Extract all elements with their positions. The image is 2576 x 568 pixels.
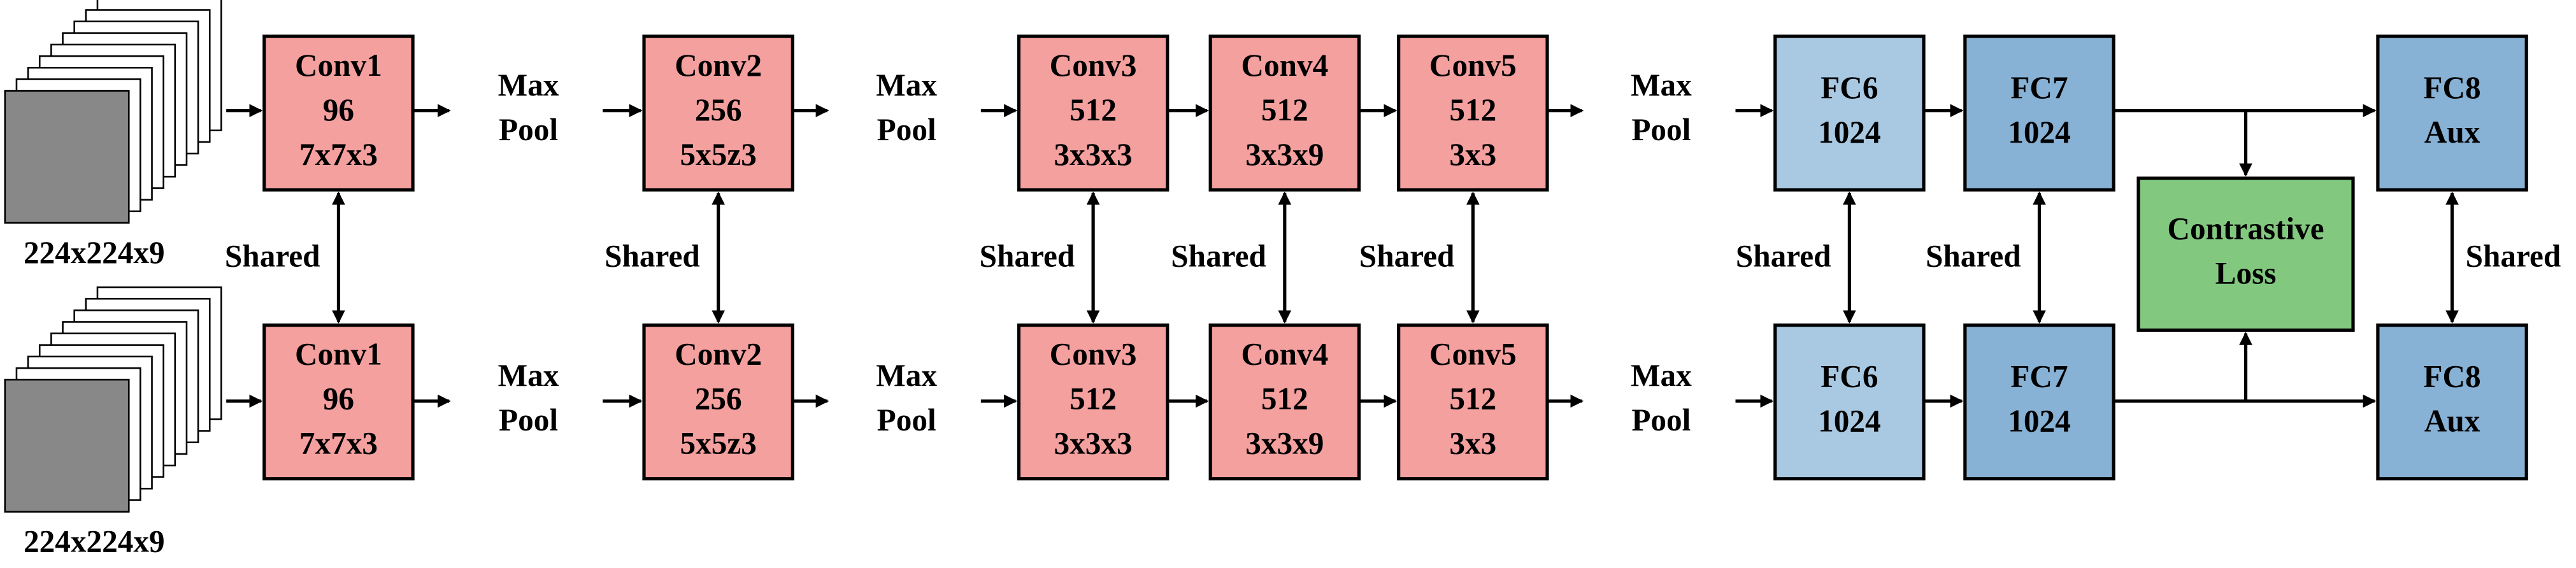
- shared-label: Shared: [1359, 238, 1455, 273]
- shared-label: Shared: [2466, 238, 2561, 273]
- layer-label: 1024: [1818, 404, 1880, 439]
- layer-label: Conv4: [1241, 48, 1328, 83]
- layer-label: Aux: [2424, 115, 2480, 150]
- layer-label: Max: [1631, 67, 1692, 103]
- loss-label: Contrastive: [2167, 211, 2324, 246]
- layer-label: FC6: [1821, 359, 1878, 394]
- layer-box: [1963, 323, 2115, 481]
- layer-label: 512: [1261, 381, 1308, 416]
- loss-box: [2136, 176, 2355, 332]
- layer-box: [262, 34, 415, 192]
- layer-label: 96: [323, 92, 354, 127]
- shared-label: Shared: [1926, 238, 2021, 273]
- layer-label: 1024: [2008, 115, 2071, 150]
- layer-label: 3x3x3: [1054, 426, 1133, 461]
- layer-box: [1773, 323, 1926, 481]
- layer-label: 5x5z3: [680, 137, 756, 172]
- layer-box: [1208, 34, 1361, 192]
- loss-label: Loss: [2215, 256, 2277, 291]
- layer-label: FC6: [1821, 70, 1878, 105]
- layer-label: Max: [1631, 358, 1692, 393]
- layer-label: 3x3: [1449, 426, 1496, 461]
- layer-box: [642, 34, 794, 192]
- layer-label: 1024: [1818, 115, 1880, 150]
- shared-label: Shared: [1171, 238, 1266, 273]
- layer-box: [1017, 34, 1170, 192]
- input-image: [4, 90, 130, 224]
- layer-label: FC7: [2010, 359, 2068, 394]
- layer-label: Pool: [877, 402, 936, 437]
- layer-box: [1208, 323, 1361, 481]
- input-label: 224x224x9: [24, 524, 165, 559]
- layer-label: FC8: [2423, 70, 2480, 105]
- layer-label: 512: [1261, 92, 1308, 127]
- layer-label: Conv3: [1050, 337, 1137, 372]
- layer-label: 256: [695, 92, 742, 127]
- shared-label: Shared: [605, 238, 700, 273]
- layer-label: 3x3x9: [1245, 426, 1324, 461]
- layer-label: 7x7x3: [299, 137, 378, 172]
- layer-box: [1773, 34, 1926, 192]
- layer-label: 3x3x9: [1245, 137, 1324, 172]
- layer-label: 512: [1449, 92, 1496, 127]
- layer-label: 96: [323, 381, 354, 416]
- layer-label: FC7: [2010, 70, 2068, 105]
- layer-box: [1397, 34, 1549, 192]
- layer-label: Conv2: [675, 337, 762, 372]
- shared-label: Shared: [980, 238, 1075, 273]
- layer-label: Max: [876, 358, 937, 393]
- input-label: 224x224x9: [24, 235, 165, 270]
- layer-label: 1024: [2008, 404, 2071, 439]
- layer-box: [1017, 323, 1170, 481]
- layer-label: Conv4: [1241, 337, 1328, 372]
- layer-label: Conv2: [675, 48, 762, 83]
- layer-label: Pool: [877, 112, 936, 147]
- layer-box: [1963, 34, 2115, 192]
- layer-box: [2376, 34, 2528, 192]
- layer-label: 7x7x3: [299, 426, 378, 461]
- layer-box: [642, 323, 794, 481]
- layer-label: 5x5z3: [680, 426, 756, 461]
- layer-label: Conv5: [1429, 337, 1517, 372]
- layer-label: Conv1: [295, 337, 382, 372]
- layer-box: [1397, 323, 1549, 481]
- shared-label: Shared: [225, 238, 320, 273]
- layer-box: [2376, 323, 2528, 481]
- layer-box: [262, 323, 415, 481]
- layer-label: Pool: [499, 112, 558, 147]
- layer-label: 3x3x3: [1054, 137, 1133, 172]
- layer-label: Pool: [1631, 112, 1691, 147]
- layer-label: 512: [1070, 381, 1117, 416]
- layer-label: 256: [695, 381, 742, 416]
- layer-label: FC8: [2423, 359, 2480, 394]
- layer-label: Aux: [2424, 404, 2480, 439]
- layer-label: Pool: [499, 402, 558, 437]
- input-image: [4, 378, 130, 513]
- layer-label: 512: [1449, 381, 1496, 416]
- layer-label: 3x3: [1449, 137, 1496, 172]
- layer-label: Conv3: [1050, 48, 1137, 83]
- shared-label: Shared: [1736, 238, 1831, 273]
- layer-label: Max: [498, 67, 559, 103]
- layer-label: Conv5: [1429, 48, 1517, 83]
- layer-label: Max: [876, 67, 937, 103]
- layer-label: Conv1: [295, 48, 382, 83]
- layer-label: Max: [498, 358, 559, 393]
- layer-label: Pool: [1631, 402, 1691, 437]
- layer-label: 512: [1070, 92, 1117, 127]
